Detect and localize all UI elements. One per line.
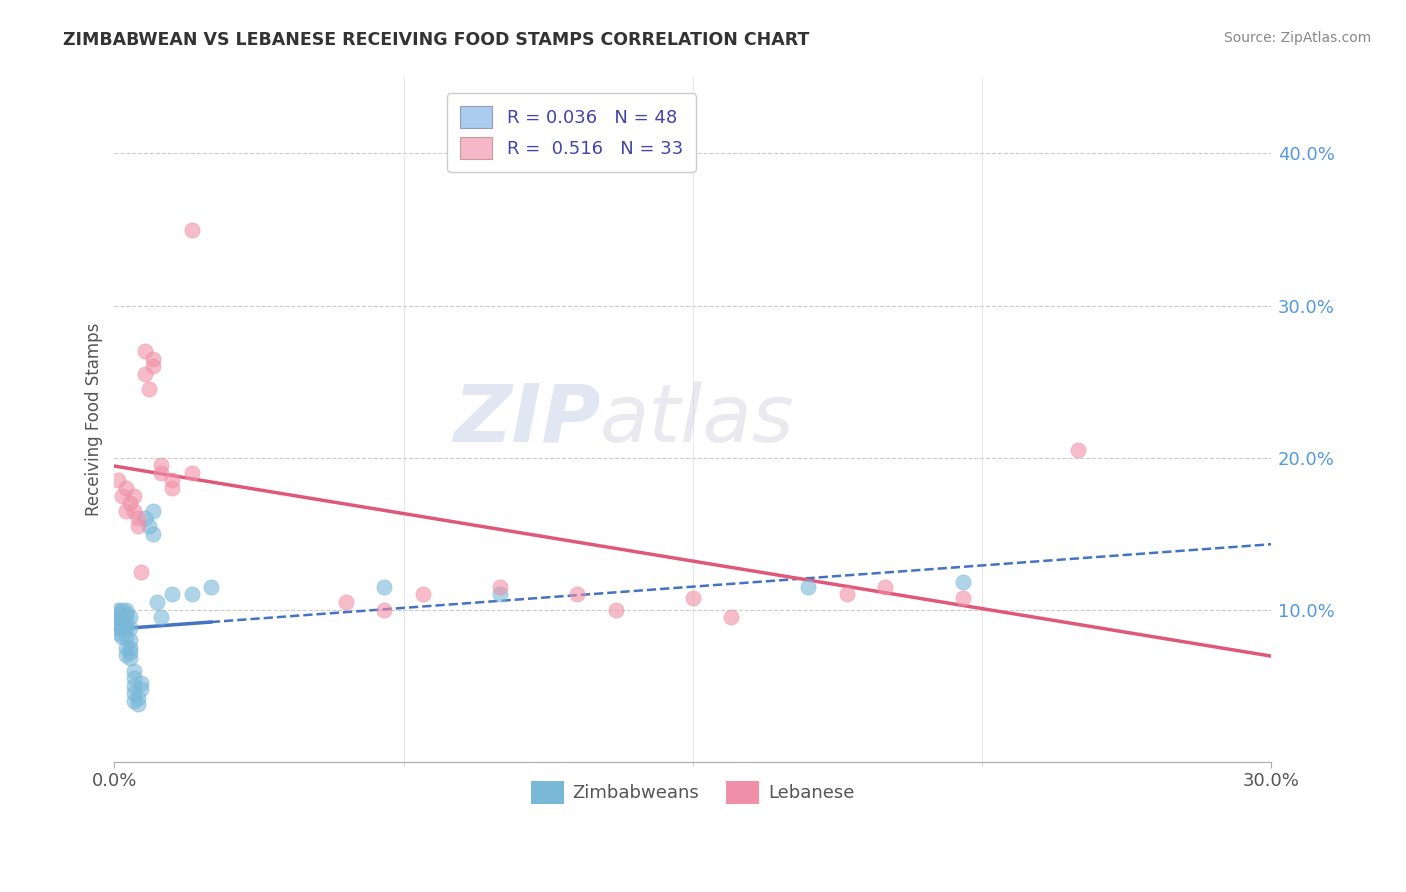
Point <box>107 610 129 624</box>
Point <box>111 603 134 617</box>
Point <box>134 511 156 525</box>
Point <box>118 633 141 648</box>
Point <box>118 651 141 665</box>
Point <box>134 367 156 381</box>
Point <box>111 489 134 503</box>
Point <box>138 382 160 396</box>
Text: ZIP: ZIP <box>453 381 600 458</box>
Point <box>180 222 202 236</box>
Point <box>122 694 145 708</box>
Point <box>875 580 897 594</box>
Point <box>835 587 858 601</box>
Point <box>142 526 165 541</box>
Y-axis label: Receiving Food Stamps: Receiving Food Stamps <box>86 323 103 516</box>
Point <box>1067 443 1090 458</box>
Point <box>111 610 134 624</box>
Point <box>107 603 129 617</box>
Point <box>146 595 169 609</box>
Point <box>489 587 512 601</box>
Text: Source: ZipAtlas.com: Source: ZipAtlas.com <box>1223 31 1371 45</box>
Point <box>720 610 742 624</box>
Point <box>111 615 134 629</box>
Point <box>412 587 434 601</box>
Point <box>122 504 145 518</box>
Point <box>118 621 141 635</box>
Point <box>131 675 153 690</box>
Point <box>200 580 222 594</box>
Point <box>180 587 202 601</box>
Point <box>107 474 129 488</box>
Point <box>115 618 138 632</box>
Point <box>111 618 134 632</box>
Point <box>797 580 820 594</box>
Point <box>142 504 165 518</box>
Point <box>127 697 149 711</box>
Point <box>335 595 357 609</box>
Point <box>118 610 141 624</box>
Point <box>149 458 172 473</box>
Point <box>142 359 165 374</box>
Point <box>115 603 138 617</box>
Point <box>605 603 627 617</box>
Point <box>122 686 145 700</box>
Point <box>952 575 974 590</box>
Point <box>373 603 395 617</box>
Point <box>115 504 138 518</box>
Point <box>111 630 134 644</box>
Legend: Zimbabweans, Lebanese: Zimbabweans, Lebanese <box>520 771 865 814</box>
Point <box>149 466 172 480</box>
Point <box>118 496 141 510</box>
Point <box>115 648 138 663</box>
Point <box>115 640 138 655</box>
Point <box>952 591 974 605</box>
Point <box>103 610 125 624</box>
Point <box>489 580 512 594</box>
Point <box>162 481 184 495</box>
Text: atlas: atlas <box>600 381 794 458</box>
Point <box>115 481 138 495</box>
Point <box>122 489 145 503</box>
Point <box>115 621 138 635</box>
Point <box>131 681 153 696</box>
Point <box>107 606 129 620</box>
Point <box>122 679 145 693</box>
Point <box>127 519 149 533</box>
Point <box>118 640 141 655</box>
Point <box>127 511 149 525</box>
Point <box>373 580 395 594</box>
Point <box>162 587 184 601</box>
Point <box>149 610 172 624</box>
Point <box>142 351 165 366</box>
Point <box>138 519 160 533</box>
Point <box>682 591 704 605</box>
Point <box>107 621 129 635</box>
Point <box>565 587 588 601</box>
Point <box>115 606 138 620</box>
Point <box>122 671 145 685</box>
Point <box>122 664 145 678</box>
Point <box>127 690 149 705</box>
Point <box>131 565 153 579</box>
Point <box>180 466 202 480</box>
Point <box>162 474 184 488</box>
Point <box>111 621 134 635</box>
Text: ZIMBABWEAN VS LEBANESE RECEIVING FOOD STAMPS CORRELATION CHART: ZIMBABWEAN VS LEBANESE RECEIVING FOOD ST… <box>63 31 810 49</box>
Point <box>134 344 156 359</box>
Point <box>115 610 138 624</box>
Point <box>115 630 138 644</box>
Point <box>118 645 141 659</box>
Point <box>107 625 129 640</box>
